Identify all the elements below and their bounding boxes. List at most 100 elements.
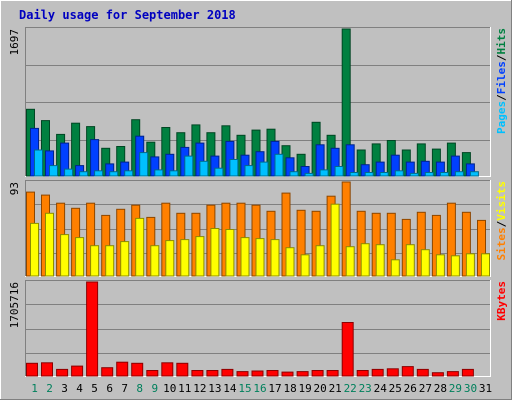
bar-pages: [169, 170, 179, 177]
panel-side-label: Pages/Files/Hits: [495, 28, 508, 134]
bar-pages: [214, 167, 224, 177]
side-label-part: Hits: [495, 28, 508, 55]
bar-pages: [439, 172, 449, 177]
x-tick-label: 4: [76, 382, 83, 395]
bar-pages: [184, 155, 194, 177]
x-tick-label: 16: [253, 382, 266, 395]
bar-kbytes: [146, 370, 159, 377]
bar-pages: [454, 171, 464, 177]
x-tick-label: 21: [329, 382, 342, 395]
bar-pages: [424, 172, 434, 177]
series-kbytes: [26, 281, 474, 377]
bar-pages: [124, 170, 134, 177]
bar-visits: [90, 245, 100, 277]
bar-visits: [315, 245, 325, 277]
bar-pages: [244, 165, 254, 177]
bar-pages: [409, 172, 419, 177]
x-tick-label: 12: [193, 382, 206, 395]
x-tick-label: 18: [283, 382, 296, 395]
bar-files: [345, 144, 355, 177]
y-max-label: 1697: [8, 29, 21, 56]
x-tick-label: 30: [464, 382, 477, 395]
side-label-part: KBytes: [495, 281, 508, 321]
bar-visits: [120, 241, 130, 277]
x-tick-label: 31: [479, 382, 492, 395]
bar-kbytes: [416, 368, 429, 377]
side-label-part: /: [495, 220, 508, 227]
bar-kbytes: [56, 368, 69, 377]
y-max-label: 93: [8, 182, 21, 195]
x-tick-label: 22: [344, 382, 357, 395]
bar-pages: [229, 159, 239, 177]
bar-kbytes: [131, 362, 144, 377]
bar-kbytes: [236, 371, 249, 377]
bar-visits: [345, 246, 355, 277]
x-tick-label: 17: [268, 382, 281, 395]
bar-kbytes: [176, 362, 189, 377]
bar-kbytes: [371, 368, 384, 377]
bar-visits: [270, 239, 280, 277]
bar-visits: [195, 236, 205, 277]
x-tick-label: 3: [61, 382, 68, 395]
bar-kbytes: [41, 362, 53, 377]
bar-kbytes: [116, 361, 129, 377]
bar-visits: [45, 212, 54, 277]
bar-visits: [300, 254, 310, 277]
bar-kbytes: [221, 368, 234, 377]
bar-kbytes: [296, 371, 309, 377]
bar-kbytes: [266, 370, 279, 377]
bar-pages: [64, 168, 74, 177]
chart-title: Daily usage for September 2018: [19, 8, 236, 22]
bar-visits: [450, 255, 460, 277]
side-label-part: Sites: [495, 227, 508, 260]
x-tick-label: 25: [389, 382, 402, 395]
x-tick-label: 26: [404, 382, 417, 395]
bar-visits: [105, 245, 115, 277]
x-tick-label: 27: [419, 382, 432, 395]
side-label-part: /: [495, 54, 508, 61]
bar-kbytes: [206, 370, 219, 377]
bar-visits: [435, 254, 445, 277]
bar-visits: [481, 253, 490, 277]
series-pages: [34, 149, 479, 177]
bar-kbytes: [281, 371, 294, 377]
bar-kbytes: [191, 370, 204, 377]
bar-visits: [255, 238, 265, 277]
x-tick-label: 24: [374, 382, 388, 395]
x-tick-label: 15: [238, 382, 251, 395]
bar-visits: [405, 244, 415, 277]
bar-kbytes: [446, 371, 459, 377]
x-tick-label: 5: [91, 382, 98, 395]
bar-pages: [109, 171, 119, 177]
x-tick-label: 14: [223, 382, 237, 395]
x-tick-label: 20: [313, 382, 326, 395]
bar-pages: [334, 166, 344, 177]
side-label-part: Visits: [495, 181, 508, 221]
side-label-part: Files: [495, 61, 508, 94]
bar-visits: [165, 240, 175, 277]
bar-pages: [199, 160, 209, 177]
bar-pages: [469, 171, 479, 177]
x-tick-label: 13: [208, 382, 221, 395]
bar-pages: [394, 170, 404, 177]
x-tick-label: 29: [449, 382, 462, 395]
panel-side-label: Sites/Visits: [495, 181, 508, 261]
bar-pages: [94, 170, 104, 177]
bar-pages: [49, 165, 58, 177]
x-axis-tick-labels: 1 2 3 4 5 6 7 8 9 10 11 12 13 14 15 16 17 18 19 20 21 22 23 24 2…: [31, 382, 492, 395]
bar-pages: [379, 172, 389, 177]
bar-kbytes: [311, 370, 324, 377]
bar-visits: [60, 234, 70, 277]
bar-visits: [180, 239, 190, 277]
bar-visits: [30, 222, 39, 277]
bar-pages: [274, 153, 284, 177]
x-tick-label: 6: [106, 382, 113, 395]
bar-kbytes: [161, 362, 174, 377]
x-tick-label: 2: [46, 382, 53, 395]
bar-visits: [150, 245, 160, 277]
panel-background: [25, 280, 491, 377]
side-label-part: /: [495, 94, 508, 101]
panel-side-label: KBytes: [495, 281, 508, 321]
